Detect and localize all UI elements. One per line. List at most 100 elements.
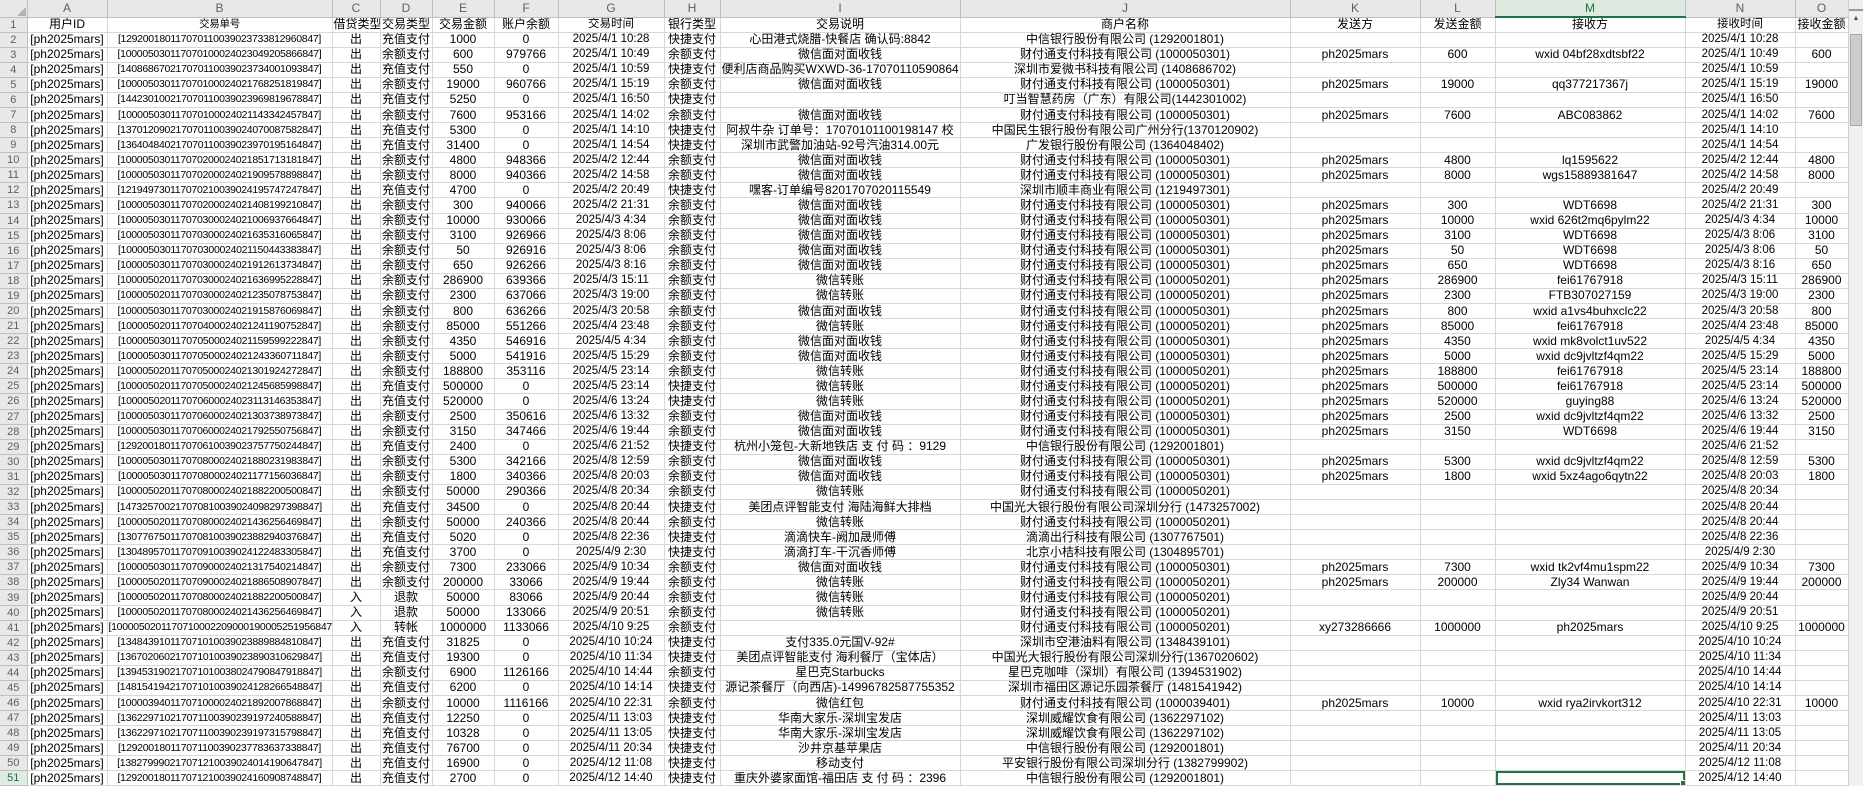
cell-O44[interactable]	[1795, 665, 1849, 681]
cell-G5[interactable]: 2025/4/1 15:19	[558, 77, 665, 93]
cell-I27[interactable]: 微信面对面收钱	[720, 409, 961, 425]
cell-I40[interactable]: 微信转账	[720, 605, 961, 621]
cell-B23[interactable]: [100005030117070500024021243360711847]	[107, 348, 333, 365]
cell-H10[interactable]: 余额支付	[664, 152, 721, 169]
cell-O3[interactable]: 600	[1795, 47, 1849, 63]
cell-O5[interactable]: 19000	[1795, 77, 1849, 93]
cell-N30[interactable]: 2025/4/8 12:59	[1685, 454, 1796, 470]
cell-F50[interactable]: 0	[494, 755, 559, 772]
cell-L18[interactable]: 286900	[1420, 273, 1496, 289]
cell-C28[interactable]: 出	[332, 424, 381, 440]
cell-M31[interactable]: wxid 5xz4ago6qytn22	[1495, 469, 1686, 485]
cell-A2[interactable]: [ph2025mars]	[27, 32, 108, 48]
cell-K33[interactable]	[1290, 499, 1421, 516]
cell-M16[interactable]: WDT6698	[1495, 243, 1686, 259]
cell-K3[interactable]: ph2025mars	[1290, 47, 1421, 63]
cell-A34[interactable]: [ph2025mars]	[27, 514, 108, 531]
cell-O10[interactable]: 4800	[1795, 152, 1849, 169]
cell-G29[interactable]: 2025/4/6 21:52	[558, 439, 665, 455]
cell-G37[interactable]: 2025/4/9 10:34	[558, 559, 665, 576]
cell-G9[interactable]: 2025/4/1 14:54	[558, 137, 665, 154]
cell-L38[interactable]: 200000	[1420, 574, 1496, 591]
cell-C1[interactable]: 借贷类型	[332, 17, 381, 33]
cell-F45[interactable]: 0	[494, 680, 559, 697]
cell-A1[interactable]: 用户ID	[27, 17, 108, 33]
cell-F6[interactable]: 0	[494, 92, 559, 108]
cell-F51[interactable]: 0	[494, 770, 559, 786]
cell-L41[interactable]: 1000000	[1420, 620, 1496, 636]
cell-A18[interactable]: [ph2025mars]	[27, 273, 108, 289]
cell-F17[interactable]: 926266	[494, 258, 559, 274]
column-letter-I[interactable]: I	[720, 0, 961, 18]
cell-E20[interactable]: 800	[432, 303, 495, 320]
row-number-15[interactable]: 15	[0, 228, 28, 244]
cell-H40[interactable]: 余额支付	[664, 605, 721, 621]
cell-J31[interactable]: 财付通支付科技有限公司 (1000050301)	[960, 469, 1291, 485]
cell-G26[interactable]: 2025/4/6 13:24	[558, 393, 665, 410]
cell-I18[interactable]: 微信转账	[720, 273, 961, 289]
cell-E13[interactable]: 300	[432, 197, 495, 214]
cell-G40[interactable]: 2025/4/9 20:51	[558, 605, 665, 621]
cell-M29[interactable]	[1495, 439, 1686, 455]
cell-G25[interactable]: 2025/4/5 23:14	[558, 378, 665, 395]
cell-H11[interactable]: 余额支付	[664, 167, 721, 184]
cell-M21[interactable]: fei61767918	[1495, 318, 1686, 335]
cell-A46[interactable]: [ph2025mars]	[27, 695, 108, 712]
cell-E16[interactable]: 50	[432, 243, 495, 259]
cell-G4[interactable]: 2025/4/1 10:59	[558, 62, 665, 78]
cell-N34[interactable]: 2025/4/8 20:44	[1685, 514, 1796, 531]
cell-A8[interactable]: [ph2025mars]	[27, 122, 108, 139]
cell-N14[interactable]: 2025/4/3 4:34	[1685, 213, 1796, 229]
cell-M12[interactable]	[1495, 182, 1686, 199]
cell-J10[interactable]: 财付通支付科技有限公司 (1000050301)	[960, 152, 1291, 169]
cell-O24[interactable]: 188800	[1795, 363, 1849, 380]
cell-A15[interactable]: [ph2025mars]	[27, 228, 108, 244]
cell-K8[interactable]	[1290, 122, 1421, 139]
cell-C2[interactable]: 出	[332, 32, 381, 48]
cell-E24[interactable]: 188800	[432, 363, 495, 380]
cell-D31[interactable]: 余额支付	[380, 469, 433, 485]
cell-G27[interactable]: 2025/4/6 13:32	[558, 409, 665, 425]
cell-C24[interactable]: 出	[332, 363, 381, 380]
cell-B33[interactable]: [147325700217070810039024098297398847]	[107, 499, 333, 516]
cell-L2[interactable]	[1420, 32, 1496, 48]
cell-N29[interactable]: 2025/4/6 21:52	[1685, 439, 1796, 455]
cell-G19[interactable]: 2025/4/3 19:00	[558, 288, 665, 304]
cell-K2[interactable]	[1290, 32, 1421, 48]
cell-G33[interactable]: 2025/4/8 20:44	[558, 499, 665, 516]
cell-K1[interactable]: 发送方	[1290, 17, 1421, 33]
cell-K45[interactable]	[1290, 680, 1421, 697]
cell-O25[interactable]: 500000	[1795, 378, 1849, 395]
cell-M18[interactable]: fei61767918	[1495, 273, 1686, 289]
cell-L12[interactable]	[1420, 182, 1496, 199]
cell-M39[interactable]	[1495, 589, 1686, 606]
cell-M2[interactable]	[1495, 32, 1686, 48]
cell-N3[interactable]: 2025/4/1 10:49	[1685, 47, 1796, 63]
cell-G42[interactable]: 2025/4/10 10:24	[558, 635, 665, 651]
cell-B37[interactable]: [100005030117070900024021317540214847]	[107, 559, 333, 576]
cell-M1[interactable]: 接收方	[1495, 17, 1686, 33]
cell-I32[interactable]: 微信转账	[720, 484, 961, 501]
cell-E4[interactable]: 550	[432, 62, 495, 78]
cell-O20[interactable]: 800	[1795, 303, 1849, 320]
cell-D32[interactable]: 余额支付	[380, 484, 433, 501]
cell-I22[interactable]: 微信面对面收钱	[720, 333, 961, 350]
cell-C9[interactable]: 出	[332, 137, 381, 154]
cell-B47[interactable]: [136229710217071100390239197240588847]	[107, 710, 333, 727]
cell-B29[interactable]: [129200180117070610039023757750244847]	[107, 439, 333, 455]
cell-O28[interactable]: 3150	[1795, 424, 1849, 440]
cell-L49[interactable]	[1420, 740, 1496, 757]
cell-N12[interactable]: 2025/4/2 20:49	[1685, 182, 1796, 199]
cell-K41[interactable]: xy273286666	[1290, 620, 1421, 636]
cell-K50[interactable]	[1290, 755, 1421, 772]
cell-F20[interactable]: 636266	[494, 303, 559, 320]
cell-L35[interactable]	[1420, 529, 1496, 546]
cell-J18[interactable]: 财付通支付科技有限公司 (1000050201)	[960, 273, 1291, 289]
column-letter-N[interactable]: N	[1685, 0, 1796, 18]
cell-M24[interactable]: fei61767918	[1495, 363, 1686, 380]
cell-H42[interactable]: 快捷支付	[664, 635, 721, 651]
cell-F32[interactable]: 290366	[494, 484, 559, 501]
cell-F31[interactable]: 340366	[494, 469, 559, 485]
cell-O15[interactable]: 3100	[1795, 228, 1849, 244]
cell-I12[interactable]: 嘿客-订单编号8201707020115549	[720, 182, 961, 199]
